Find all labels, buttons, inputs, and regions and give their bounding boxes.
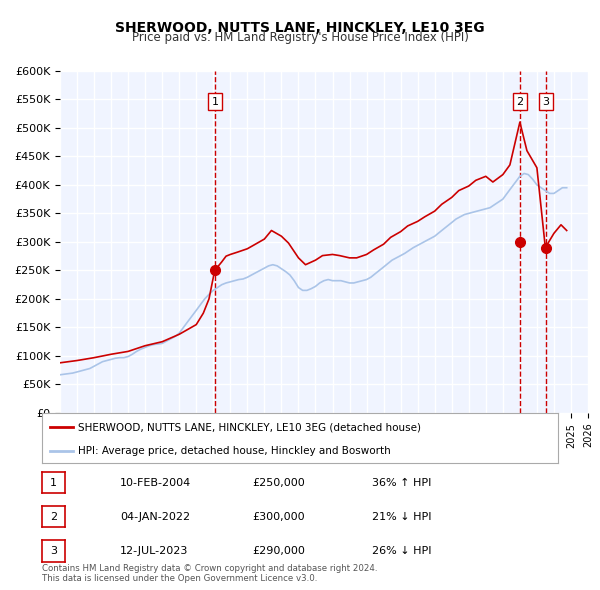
Text: SHERWOOD, NUTTS LANE, HINCKLEY, LE10 3EG: SHERWOOD, NUTTS LANE, HINCKLEY, LE10 3EG: [115, 21, 485, 35]
Text: HPI: Average price, detached house, Hinckley and Bosworth: HPI: Average price, detached house, Hinc…: [78, 445, 391, 455]
Text: SHERWOOD, NUTTS LANE, HINCKLEY, LE10 3EG (detached house): SHERWOOD, NUTTS LANE, HINCKLEY, LE10 3EG…: [78, 422, 421, 432]
Text: 1: 1: [50, 478, 57, 487]
Text: £290,000: £290,000: [252, 546, 305, 556]
Text: 2: 2: [50, 512, 57, 522]
Text: £250,000: £250,000: [252, 478, 305, 487]
Text: 3: 3: [50, 546, 57, 556]
Text: 1: 1: [212, 97, 218, 107]
Text: Contains HM Land Registry data © Crown copyright and database right 2024.
This d: Contains HM Land Registry data © Crown c…: [42, 563, 377, 583]
Text: 26% ↓ HPI: 26% ↓ HPI: [372, 546, 431, 556]
Text: 3: 3: [542, 97, 550, 107]
Text: 12-JUL-2023: 12-JUL-2023: [120, 546, 188, 556]
Text: 10-FEB-2004: 10-FEB-2004: [120, 478, 191, 487]
Text: 36% ↑ HPI: 36% ↑ HPI: [372, 478, 431, 487]
Text: 04-JAN-2022: 04-JAN-2022: [120, 512, 190, 522]
Text: 21% ↓ HPI: 21% ↓ HPI: [372, 512, 431, 522]
Text: 2: 2: [517, 97, 524, 107]
Text: £300,000: £300,000: [252, 512, 305, 522]
Text: Price paid vs. HM Land Registry's House Price Index (HPI): Price paid vs. HM Land Registry's House …: [131, 31, 469, 44]
